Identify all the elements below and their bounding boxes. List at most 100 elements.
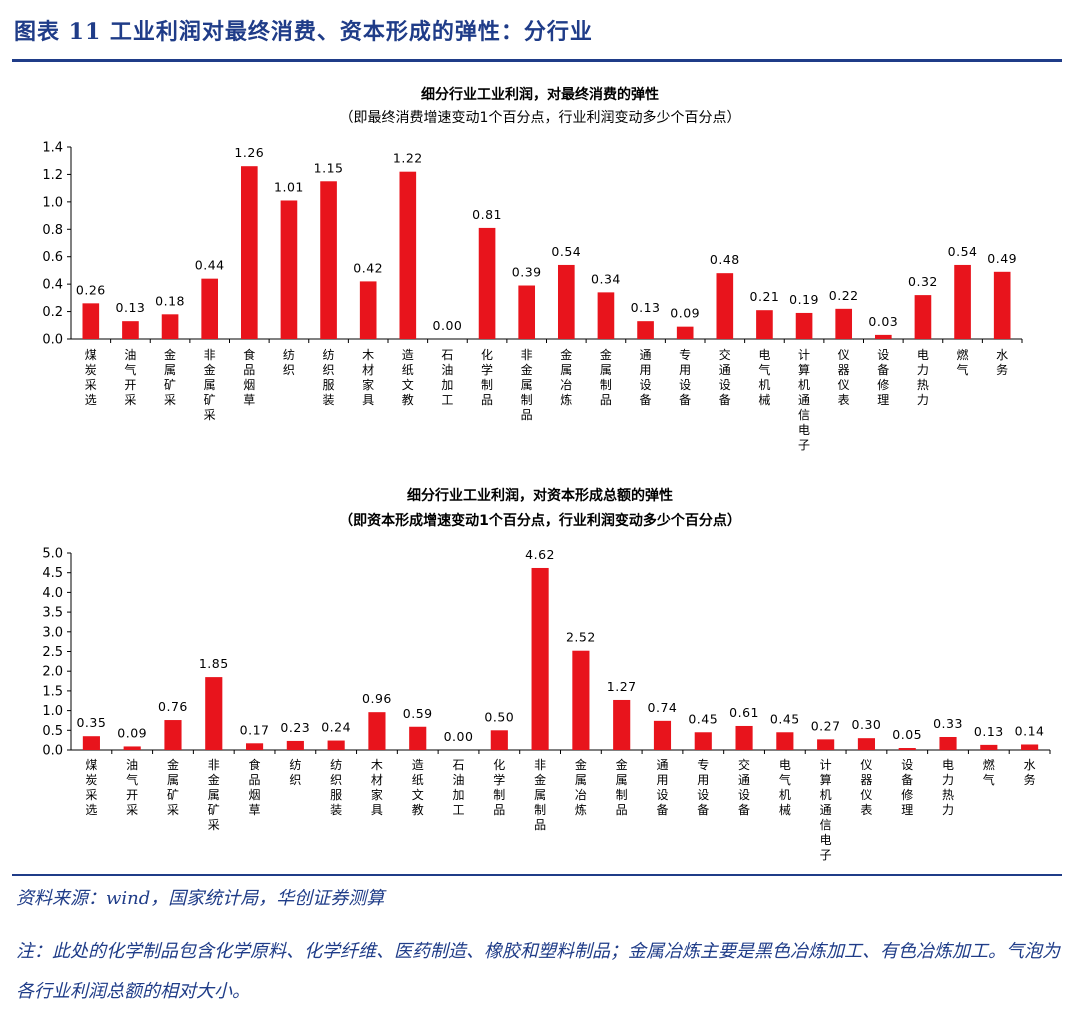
data-label: 1.26 (234, 145, 264, 160)
bar (914, 295, 932, 339)
y-tick-label: 1.4 (42, 141, 63, 156)
category-label: 金属冶炼 (575, 757, 587, 817)
capital-formation-elasticity-chart: 细分行业工业利润，对资本形成总额的弹性 （即资本形成增速变动1个百分点，行业利润变… (42, 487, 1051, 862)
y-tick-label: 1.0 (42, 704, 63, 719)
data-label: 0.39 (512, 265, 542, 280)
category-label: 化学制品 (481, 348, 493, 407)
bar (82, 736, 100, 750)
bar (613, 699, 631, 750)
data-label: 0.44 (195, 258, 225, 273)
bar (368, 712, 386, 750)
bar (597, 292, 615, 339)
bar (327, 740, 345, 750)
chart-subtitle: （即资本形成增速变动1个百分点，行业利润变动多少个百分点） (339, 512, 741, 529)
category-label: 非金属矿采 (208, 758, 220, 832)
bar (286, 740, 304, 750)
data-label: 0.32 (908, 274, 938, 289)
bar (694, 732, 712, 750)
bar (205, 677, 223, 750)
y-tick-label: 0.4 (42, 278, 63, 293)
category-label: 计算机通信电子 (798, 348, 810, 452)
category-label: 纺织 (289, 758, 301, 787)
chart-subtitle: （即最终消费增速变动1个百分点，行业利润变动多少个百分点） (340, 109, 741, 126)
category-label: 仪器仪表 (860, 758, 872, 817)
bar (980, 744, 998, 750)
y-tick-label: 3.0 (42, 625, 63, 640)
bar (531, 567, 549, 750)
bar (245, 743, 264, 750)
data-label: 0.23 (280, 720, 310, 735)
y-tick-label: 0.8 (42, 223, 63, 238)
bar (874, 334, 892, 339)
data-label: 1.15 (314, 160, 344, 175)
data-label: 0.27 (811, 718, 841, 733)
data-label: 0.18 (155, 293, 185, 308)
bottom-rule (12, 874, 1062, 876)
bar (716, 273, 734, 339)
data-label: 0.34 (591, 271, 621, 286)
y-tick-label: 3.5 (42, 606, 63, 621)
data-label: 0.59 (403, 706, 433, 721)
category-label: 木材家具 (362, 348, 374, 407)
data-label: 0.09 (117, 725, 147, 740)
y-tick-label: 1.5 (42, 684, 63, 699)
bar (320, 181, 337, 339)
category-label: 食品烟草 (249, 757, 261, 817)
figure-title: 图表 11 工业利润对最终消费、资本形成的弹性：分行业 (14, 19, 593, 45)
bar (82, 303, 100, 339)
data-label: 0.45 (688, 711, 718, 726)
data-label: 0.13 (116, 300, 146, 315)
data-label: 0.48 (710, 252, 740, 267)
category-label: 煤炭采选 (85, 348, 97, 407)
data-label: 0.00 (433, 318, 463, 333)
category-label: 设备修理 (901, 758, 913, 817)
category-label: 水务 (1024, 758, 1036, 787)
bar (409, 726, 427, 750)
category-label: 金属冶炼 (560, 347, 572, 407)
data-label: 0.61 (729, 705, 759, 720)
bar (835, 308, 853, 339)
category-label: 木材家具 (371, 758, 383, 817)
category-label: 食品烟草 (243, 347, 255, 407)
y-tick-label: 1.0 (42, 195, 63, 210)
category-label: 专用设备 (679, 347, 691, 407)
y-tick-label: 2.0 (42, 665, 63, 680)
category-label: 金属制品 (600, 347, 612, 407)
category-label: 电力热力 (917, 348, 929, 407)
bar (637, 321, 654, 339)
category-label: 燃气 (957, 347, 969, 377)
bar (939, 736, 957, 750)
category-label: 电力热力 (942, 758, 954, 817)
bar (756, 310, 773, 339)
data-label: 0.21 (750, 289, 780, 304)
y-tick-label: 0.0 (42, 333, 63, 348)
bar (490, 730, 508, 750)
data-label: 0.03 (868, 314, 898, 329)
bar (122, 321, 139, 339)
bar (161, 314, 179, 339)
category-label: 燃气 (983, 757, 995, 787)
category-label: 化学制品 (493, 758, 505, 817)
data-label: 0.09 (670, 306, 700, 321)
category-label: 石油加工 (453, 758, 465, 817)
consumption-elasticity-chart: 细分行业工业利润，对最终消费的弹性 （即最终消费增速变动1个百分点，行业利润变动多… (42, 86, 1023, 452)
data-label: 0.35 (76, 715, 106, 730)
data-label: 0.00 (444, 729, 474, 744)
chart-title: 细分行业工业利润，对资本形成总额的弹性 (407, 487, 673, 504)
category-label: 交通设备 (738, 757, 750, 817)
category-label: 煤炭采选 (85, 758, 97, 817)
data-label: 0.24 (321, 720, 351, 735)
bar (898, 748, 916, 750)
category-label: 通用设备 (640, 348, 652, 407)
category-label: 交通设备 (719, 347, 731, 407)
category-label: 油气开采 (124, 348, 136, 407)
bar (201, 278, 219, 339)
y-tick-label: 0.2 (42, 305, 63, 320)
bar (164, 720, 182, 750)
data-label: 0.76 (158, 699, 188, 714)
category-label: 非金属矿采 (204, 348, 216, 422)
category-label: 纺织服装 (323, 348, 335, 407)
category-label: 造纸文教 (412, 758, 424, 817)
data-label: 1.01 (274, 179, 304, 194)
y-tick-label: 0.5 (42, 724, 63, 739)
